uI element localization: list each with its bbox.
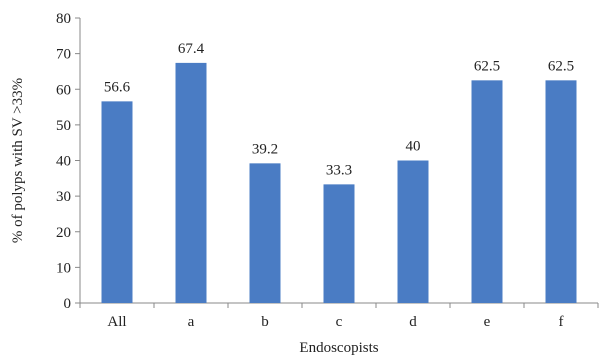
bar (397, 160, 429, 303)
bar (323, 184, 355, 303)
bar (101, 101, 133, 303)
y-tick-label: 0 (64, 296, 72, 312)
data-labels: 56.6 67.4 39.2 33.3 40 62.5 62.5 (104, 41, 574, 178)
data-label: 56.6 (104, 79, 131, 95)
y-tick-label: 30 (56, 189, 71, 205)
data-label: 62.5 (474, 58, 500, 74)
bar-series (101, 62, 577, 304)
data-label: 39.2 (252, 141, 278, 157)
x-tick-label: a (188, 314, 195, 330)
x-tick-label: f (559, 314, 564, 330)
data-label: 62.5 (548, 58, 574, 74)
x-tick-label: c (336, 314, 343, 330)
y-tick-label: 40 (56, 154, 71, 170)
bar (175, 62, 207, 304)
bar (545, 80, 577, 303)
y-tick-label: 50 (56, 118, 71, 134)
y-tick-label: 60 (56, 82, 71, 98)
x-tick-label: All (107, 314, 126, 330)
x-tick-label: d (409, 314, 417, 330)
x-tick-label: b (261, 314, 269, 330)
y-axis-ticks: 0 10 20 30 40 50 60 70 80 (56, 11, 80, 312)
x-axis-title: Endoscopists (299, 340, 378, 356)
y-tick-label: 10 (56, 260, 71, 276)
bar (471, 80, 503, 303)
y-tick-label: 20 (56, 225, 71, 241)
x-axis-ticks: All a b c d e f (79, 303, 599, 330)
x-tick-label: e (484, 314, 491, 330)
data-label: 67.4 (178, 41, 205, 57)
y-tick-label: 80 (56, 11, 71, 27)
data-label: 33.3 (326, 162, 352, 178)
y-tick-label: 70 (56, 47, 71, 63)
data-label: 40 (406, 139, 421, 155)
bar (249, 163, 281, 303)
y-axis-title: % of polyps with SV >33% (10, 78, 26, 243)
